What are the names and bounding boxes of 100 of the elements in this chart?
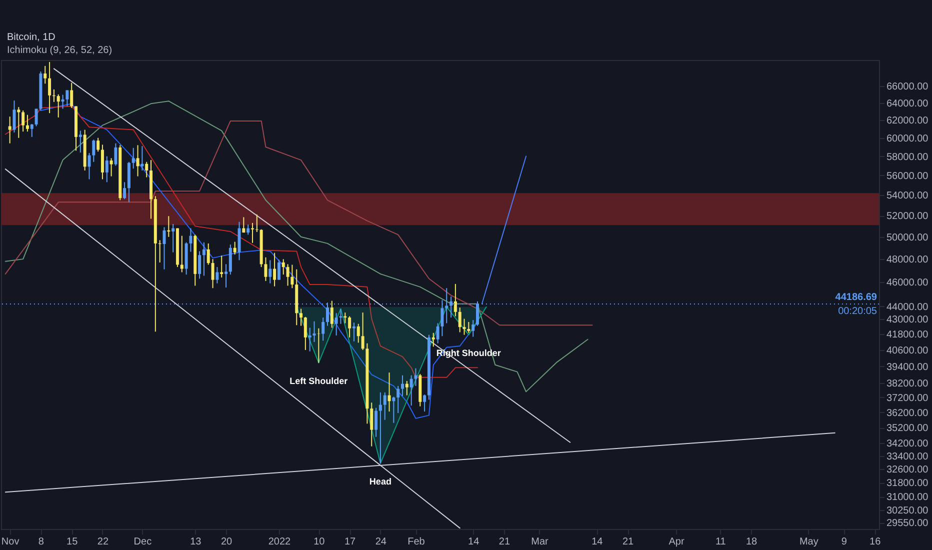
y-tick-label: 46000.00 xyxy=(886,278,929,289)
candlestick xyxy=(308,327,312,352)
line-series xyxy=(4,100,588,392)
y-tick-label: 32600.00 xyxy=(886,464,929,476)
candlestick xyxy=(136,144,140,177)
candlestick xyxy=(162,226,166,270)
annotation: 00:20:05 xyxy=(838,306,878,318)
candlestick xyxy=(211,258,214,289)
candlestick xyxy=(66,90,69,107)
candlestick xyxy=(202,242,206,276)
candlestick xyxy=(334,312,338,336)
candlestick xyxy=(48,61,52,114)
x-tick-label: Apr xyxy=(668,536,685,548)
x-tick-label: 24 xyxy=(375,536,387,548)
candlestick xyxy=(246,224,250,236)
x-tick-label: 16 xyxy=(870,536,882,548)
candlestick xyxy=(361,312,364,350)
candlestick xyxy=(233,241,236,256)
candlestick xyxy=(462,318,466,336)
x-tick-label: 22 xyxy=(97,536,109,548)
y-tick-label: 41800.00 xyxy=(886,330,929,341)
candlestick xyxy=(388,372,391,412)
candlestick xyxy=(467,321,470,334)
x-tick-label: 21 xyxy=(622,536,634,548)
x-tick-label: 11 xyxy=(715,536,726,548)
candlestick xyxy=(220,255,224,278)
y-tick-label: 39400.00 xyxy=(886,362,929,373)
candlestick xyxy=(400,374,404,397)
x-tick-label: 18 xyxy=(746,536,758,548)
y-tick-label: 38200.00 xyxy=(886,378,929,390)
candlestick xyxy=(145,161,148,178)
y-tick-label: 56000.00 xyxy=(886,170,929,182)
candlestick xyxy=(405,380,408,396)
candlestick xyxy=(348,316,352,338)
x-tick-label: 17 xyxy=(344,536,356,548)
candlestick xyxy=(206,242,210,266)
candlestick xyxy=(17,106,20,138)
candlestick xyxy=(282,258,285,276)
x-tick-label: 15 xyxy=(66,536,78,548)
candlestick xyxy=(458,307,462,333)
candlestick xyxy=(312,320,316,343)
candlestick xyxy=(242,216,246,234)
candlestick xyxy=(12,100,16,133)
candlestick xyxy=(454,283,457,317)
candlestick xyxy=(378,392,382,464)
candlestick xyxy=(189,228,192,252)
y-tick-label: 40600.00 xyxy=(886,345,929,356)
x-tick-label: Nov xyxy=(1,536,20,548)
candlestick xyxy=(410,374,413,406)
y-tick-label: 29550.00 xyxy=(886,518,929,530)
candlestick xyxy=(30,124,34,138)
candlestick xyxy=(436,322,440,344)
candlestick xyxy=(268,260,272,284)
y-tick-label: 52000.00 xyxy=(886,211,929,222)
y-tick-label: 31800.00 xyxy=(886,478,929,490)
candlestick xyxy=(392,396,396,424)
x-tick-label: 14 xyxy=(592,536,604,548)
candlestick xyxy=(180,235,184,273)
y-tick-label: 66000.00 xyxy=(886,82,929,93)
x-tick-label: 2022 xyxy=(268,536,292,548)
candlestick xyxy=(70,82,74,108)
y-tick-label: 50000.00 xyxy=(886,232,929,244)
candlestick xyxy=(472,320,475,338)
y-tick-label: 48000.00 xyxy=(886,254,929,266)
candlestick xyxy=(172,224,175,253)
candlestick xyxy=(322,317,325,342)
annotation: Head xyxy=(369,476,392,486)
candlestick xyxy=(34,108,38,127)
candlestick xyxy=(105,156,108,183)
candlestick xyxy=(352,322,356,342)
candlestick xyxy=(286,264,290,286)
x-tick-label: 13 xyxy=(190,536,202,548)
candlestick xyxy=(61,94,64,110)
x-tick-label: 9 xyxy=(841,536,848,548)
candlestick xyxy=(414,368,418,386)
x-tick-label: 10 xyxy=(314,536,326,548)
x-tick-label: May xyxy=(799,536,818,548)
candlestick xyxy=(370,402,374,447)
candlestick xyxy=(92,139,96,162)
candlestick xyxy=(317,328,320,364)
candlestick xyxy=(88,152,91,180)
candlestick xyxy=(374,407,378,438)
y-tick-label: 31000.00 xyxy=(886,492,929,504)
y-tick-label: 34200.00 xyxy=(886,438,929,450)
candlestick xyxy=(123,182,126,200)
x-tick-label: 14 xyxy=(468,536,480,548)
y-tick-label: 30250.00 xyxy=(886,505,929,516)
chart-title: Bitcoin, 1D xyxy=(7,32,56,43)
y-tick-label: 36200.00 xyxy=(886,408,929,419)
ref-line-label: 44186.69 xyxy=(835,292,878,304)
y-tick-label: 37200.00 xyxy=(886,392,929,404)
candlestick xyxy=(26,114,29,132)
chart-subtitle: Ichimoku (9, 26, 52, 26) xyxy=(7,45,112,56)
x-tick-label: Feb xyxy=(408,536,426,548)
y-tick-label: 43000.00 xyxy=(886,314,929,326)
candlestick xyxy=(423,394,426,412)
candlestick xyxy=(22,110,25,132)
x-tick-label: 8 xyxy=(38,536,44,548)
candlestick xyxy=(132,147,135,170)
y-tick-label: 54000.00 xyxy=(886,190,929,202)
